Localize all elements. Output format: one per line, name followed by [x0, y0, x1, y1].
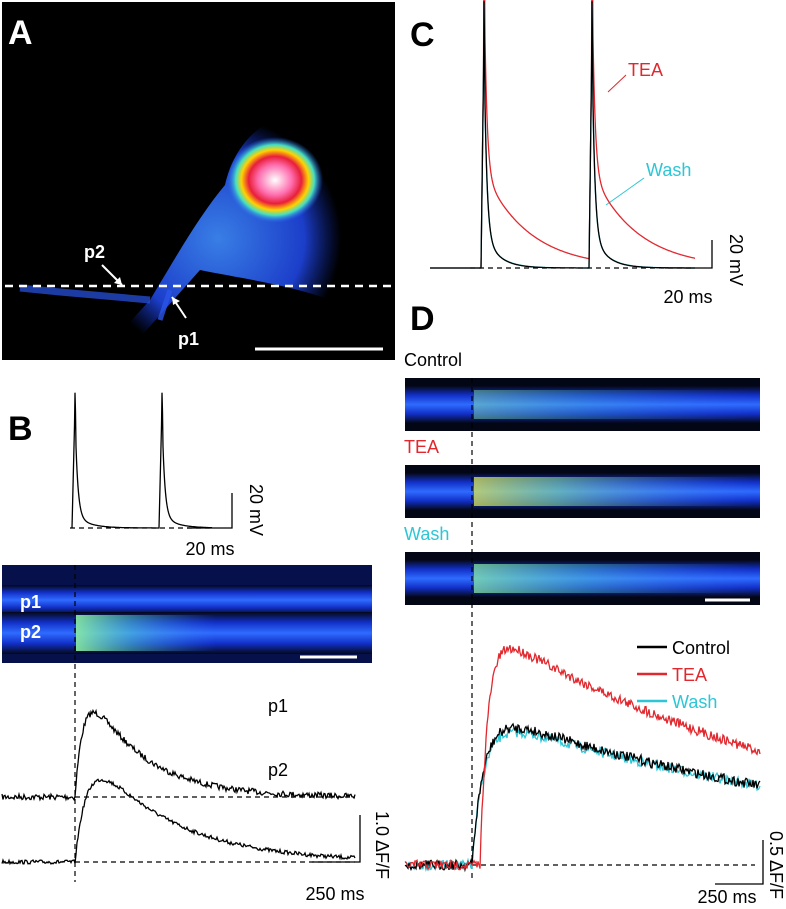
scale-bar — [312, 815, 361, 863]
image-label: Wash — [404, 524, 449, 544]
legend-label: Wash — [672, 692, 717, 712]
voltage-trace — [71, 392, 213, 529]
legend: Control TEA Wash — [637, 638, 730, 712]
linescan-signal — [474, 477, 754, 506]
arrowhead — [172, 297, 180, 305]
trace-label: p1 — [268, 696, 288, 716]
scale-label: 250 ms — [305, 884, 364, 904]
linescan-images: Control TEA Wash — [404, 350, 760, 605]
dendrite — [19, 284, 151, 304]
panel-label: D — [410, 300, 435, 338]
label-pointer — [605, 177, 645, 206]
linescan-signal — [474, 564, 754, 593]
scale-bar — [665, 240, 713, 269]
linescan-band — [2, 585, 372, 615]
scale-label: 20 ms — [663, 287, 712, 307]
scale-bar — [715, 840, 764, 885]
row-label: p1 — [20, 592, 41, 612]
scale-label: 1.0 ΔF/F — [372, 811, 392, 879]
image-label: TEA — [404, 437, 439, 457]
scale-label: 250 ms — [697, 887, 756, 907]
scale-label: 0.5 ΔF/F — [766, 831, 786, 899]
panel-label: C — [410, 16, 435, 54]
trace-label: p2 — [268, 760, 288, 780]
row-label: p2 — [20, 622, 41, 642]
scale-label: 20 mV — [726, 234, 746, 286]
linescan-signal — [76, 615, 216, 651]
legend-label: Control — [672, 638, 730, 658]
fluorescence-trace — [1, 778, 356, 866]
voltage-trace — [430, 1, 695, 269]
arrowhead — [114, 277, 122, 285]
trace-label: Wash — [646, 160, 691, 180]
nucleus — [227, 137, 323, 223]
legend-label: TEA — [672, 665, 707, 685]
scale-label: 20 mV — [246, 484, 266, 536]
axon — [157, 289, 173, 321]
marker-label: p1 — [178, 329, 199, 349]
voltage-trace — [430, 3, 695, 269]
image-label: Control — [404, 350, 462, 370]
fluorescence-trace — [404, 644, 761, 872]
trace-label: TEA — [628, 60, 663, 80]
scale-label: 20 ms — [185, 539, 234, 559]
panel-label: A — [8, 14, 33, 52]
scale-bar — [187, 493, 233, 529]
fluorescence-trace — [1, 708, 356, 802]
fluorescence-trace — [404, 722, 761, 873]
voltage-trace — [430, 0, 696, 269]
linescan-signal — [474, 390, 754, 419]
label-pointer — [607, 74, 627, 93]
panel-label: B — [8, 410, 33, 448]
marker-label: p2 — [84, 242, 105, 262]
